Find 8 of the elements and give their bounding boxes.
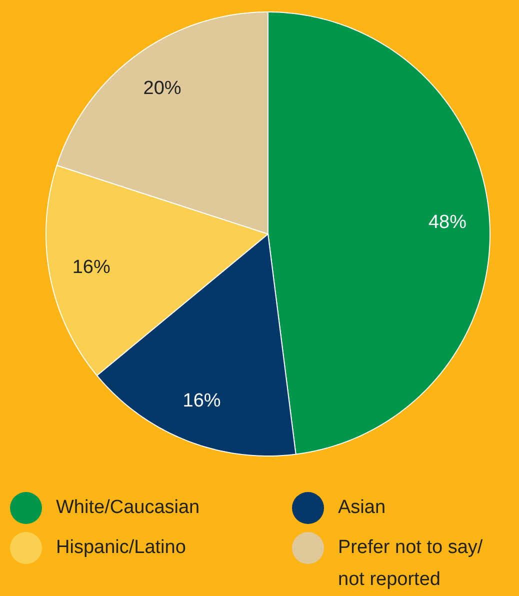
legend-label: White/Caucasian [56,496,200,520]
legend-label: Prefer not to say/ not reported [338,536,484,592]
legend-label: Hispanic/Latino [56,536,186,560]
data-label: 20% [143,78,182,99]
legend-label: Asian [338,496,386,520]
data-label: 48% [428,212,467,233]
data-label: 16% [72,256,110,278]
data-label: 16% [182,390,221,412]
